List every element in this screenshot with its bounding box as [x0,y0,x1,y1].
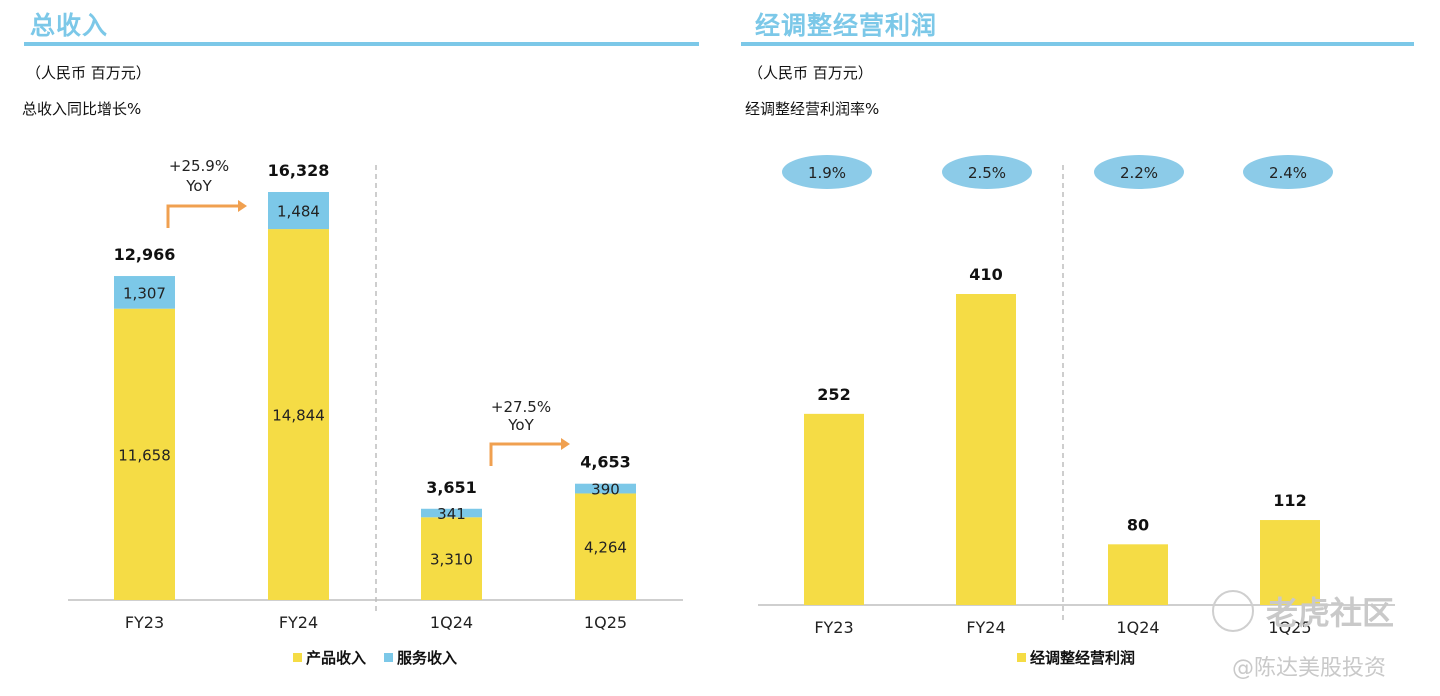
revenue-x-tick-label: FY23 [125,613,164,632]
total-revenue-label: 12,966 [114,245,176,264]
product-revenue-label: 14,844 [272,407,325,425]
revenue-x-tick-label: 1Q25 [584,613,627,632]
profit-unit-label: （人民币 百万元） [748,64,873,82]
adjusted-op-profit-bar [956,294,1016,605]
service-revenue-bar [575,483,636,494]
margin-pill [942,155,1032,189]
revenue-unit-label: （人民币 百万元） [26,64,151,82]
profit-legend-swatch [1017,653,1026,662]
margin-pill-label: 2.2% [1120,164,1158,182]
revenue-x-tick-label: 1Q24 [430,613,473,632]
margin-pill [1243,155,1333,189]
adjusted-op-profit-label: 112 [1273,491,1306,510]
profit-margin-subtitle: 经调整经营利润率% [745,100,880,118]
service-revenue-label: 1,484 [277,203,320,221]
margin-pill-label: 2.5% [968,164,1006,182]
yoy-text-label: YoY [185,177,212,195]
profit-panel-title: 经调整经营利润 [755,11,938,40]
tiger-logo-icon [1212,590,1254,632]
yoy-percent-label: +27.5% [491,398,551,416]
revenue-legend-swatch [384,653,393,662]
product-revenue-label: 11,658 [118,446,171,464]
watermark-brand: 老虎社区 [1266,594,1395,632]
adjusted-op-profit-bar [1260,520,1320,605]
profit-x-tick-label: 1Q25 [1268,618,1311,637]
product-revenue-label: 4,264 [584,539,627,557]
product-revenue-bar [268,229,329,600]
margin-pill [782,155,872,189]
yoy-arrow-line [166,204,238,228]
margin-pill-label: 2.4% [1269,164,1307,182]
adjusted-op-profit-label: 410 [969,265,1002,284]
total-revenue-label: 3,651 [426,478,477,497]
yoy-percent-label: +25.9% [169,157,229,175]
revenue-panel-title: 总收入 [30,11,109,40]
revenue-legend-label: 产品收入 [306,649,366,667]
adjusted-op-profit-label: 252 [817,385,850,404]
service-revenue-label: 390 [591,481,620,499]
adjusted-op-profit-label: 80 [1127,515,1149,534]
yoy-arrow-line [489,442,561,466]
watermark-author: @陈达美股投资 [1232,656,1387,681]
product-revenue-bar [421,517,482,600]
product-revenue-bar [114,308,175,600]
profit-legend-label: 经调整经营利润 [1030,649,1135,667]
service-revenue-bar [268,192,329,230]
yoy-text-label: YoY [507,416,534,434]
revenue-legend-swatch [293,653,302,662]
adjusted-op-profit-bar [804,413,864,605]
revenue-x-tick-label: FY24 [279,613,318,632]
product-revenue-bar [575,493,636,600]
profit-title-rule [741,42,1414,46]
adjusted-op-profit-bar [1108,544,1168,605]
yoy-arrow-head [561,438,570,450]
profit-x-tick-label: FY23 [814,618,853,637]
service-revenue-label: 1,307 [123,284,166,302]
service-revenue-bar [421,508,482,518]
revenue-legend-label: 服务收入 [397,649,457,667]
margin-pill-label: 1.9% [808,164,846,182]
profit-x-tick-label: FY24 [966,618,1005,637]
product-revenue-label: 3,310 [430,551,473,569]
revenue-growth-subtitle: 总收入同比增长% [22,100,142,118]
profit-x-tick-label: 1Q24 [1116,618,1159,637]
service-revenue-label: 341 [437,505,466,523]
total-revenue-label: 16,328 [268,161,330,180]
yoy-arrow-head [238,200,247,212]
total-revenue-label: 4,653 [580,453,631,472]
service-revenue-bar [114,276,175,309]
revenue-title-rule [24,42,699,46]
margin-pill [1094,155,1184,189]
